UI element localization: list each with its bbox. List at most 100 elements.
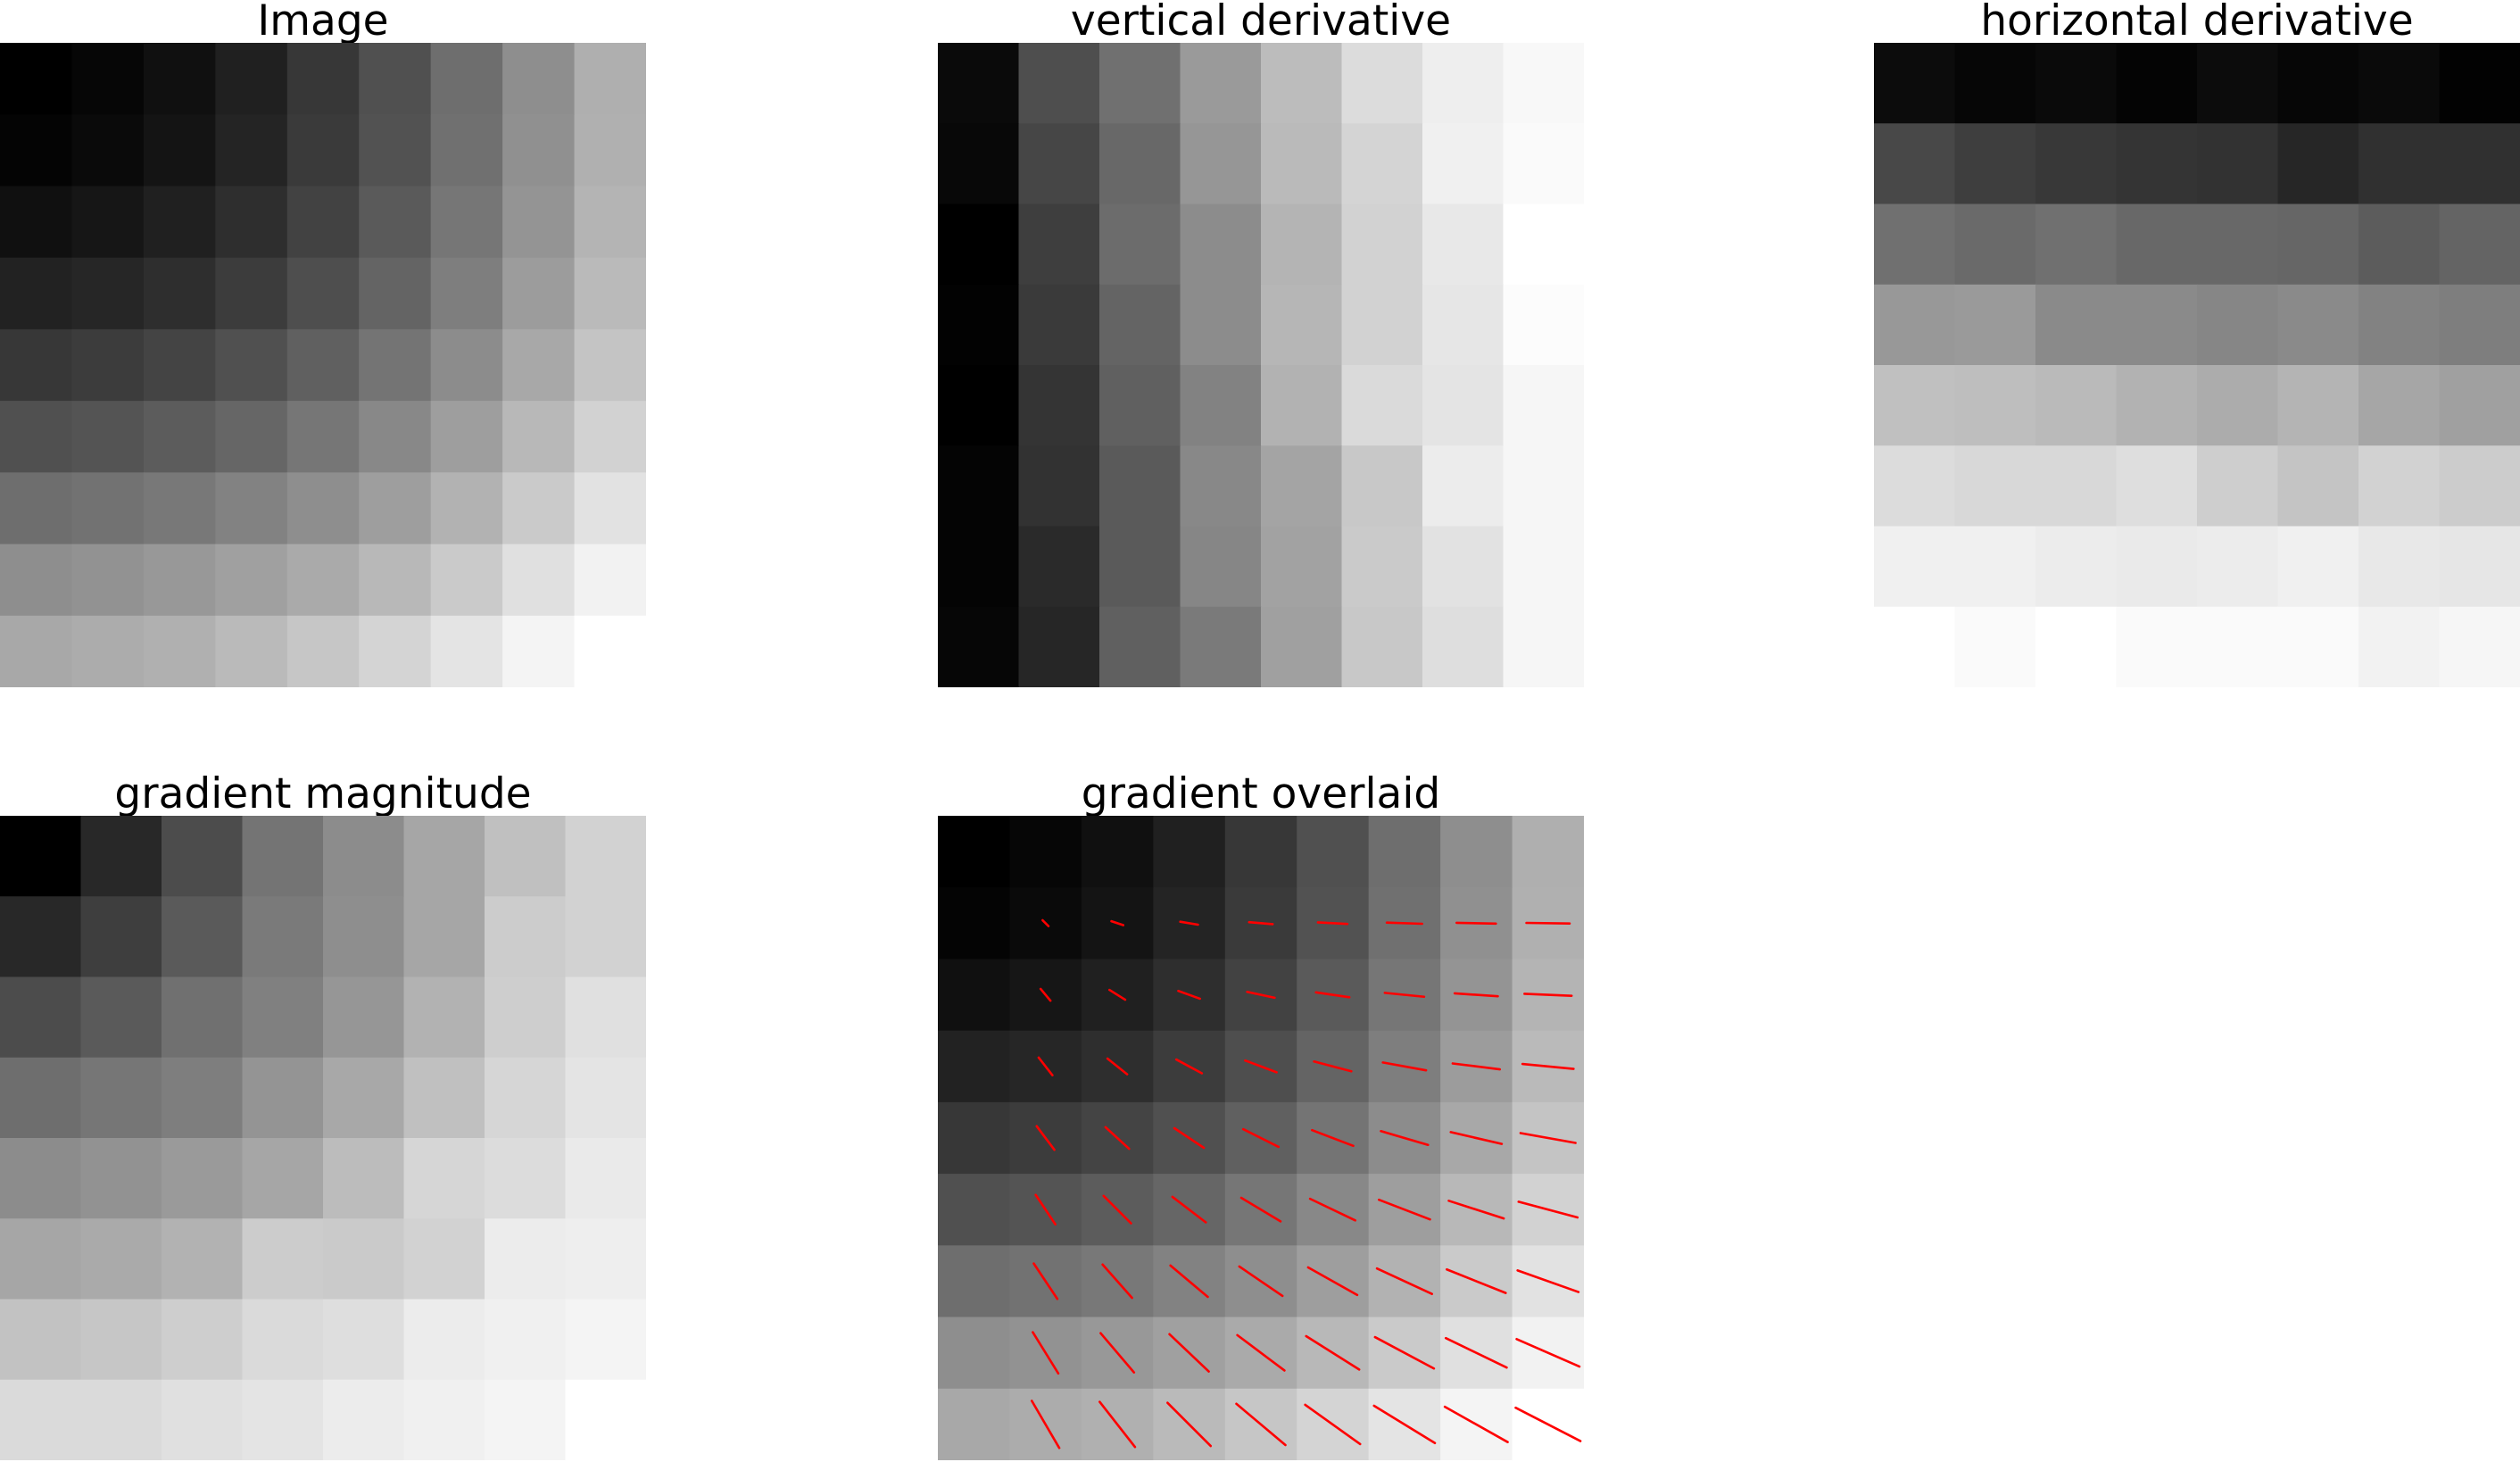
heatmap-cell — [1018, 123, 1100, 205]
gradient-vector — [1443, 1405, 1509, 1443]
heatmap-cell — [403, 816, 485, 897]
heatmap-cell — [1018, 445, 1100, 527]
heatmap-cell — [242, 896, 324, 978]
heatmap-cell — [286, 401, 360, 473]
gradient-vector — [1108, 988, 1127, 1001]
gradient-vector — [1032, 1262, 1059, 1300]
heatmap-cell — [2116, 284, 2198, 366]
gradient-vector — [1313, 1059, 1353, 1073]
heatmap-cell — [323, 1218, 405, 1300]
gradient-vector — [1041, 918, 1050, 927]
heatmap-cell — [565, 1218, 646, 1300]
gradient-vector — [1304, 1403, 1362, 1446]
heatmap-cell — [1224, 816, 1297, 888]
heatmap-cell — [430, 257, 503, 330]
heatmap-cell — [574, 544, 646, 617]
heatmap-cell — [485, 1299, 567, 1381]
heatmap-cell — [1954, 43, 2036, 124]
heatmap-cell — [1422, 445, 1505, 527]
heatmap-cell — [1954, 445, 2036, 527]
heatmap-cell — [1009, 816, 1082, 888]
heatmap-cell — [359, 186, 432, 259]
heatmap-cell — [1297, 816, 1370, 888]
heatmap-cell — [430, 43, 503, 115]
heatmap-cell — [1341, 284, 1423, 366]
heatmap-cell — [0, 544, 73, 617]
heatmap-cell — [502, 328, 576, 402]
gradient-vector — [1248, 920, 1274, 926]
heatmap-cell — [80, 1218, 162, 1300]
heatmap-cell — [2277, 43, 2359, 124]
heatmap-cell — [1261, 204, 1343, 286]
heatmap-cell — [1180, 43, 1262, 124]
heatmap-cell — [323, 816, 405, 897]
heatmap-cell — [938, 284, 1020, 366]
heatmap-cell — [1261, 123, 1343, 205]
heatmap-cell — [1018, 43, 1100, 124]
heatmap-cell — [502, 43, 576, 115]
heatmap-cell — [574, 472, 646, 545]
gradient-vector — [1241, 1127, 1281, 1149]
gradient-vector — [1381, 1061, 1428, 1072]
gradient-vector — [1030, 1400, 1061, 1450]
panel-title-gradient-overlaid: gradient overlaid — [1081, 769, 1441, 818]
heatmap-cell — [430, 544, 503, 617]
heatmap-cell — [80, 896, 162, 978]
heatmap-cell — [502, 257, 576, 330]
gradient-vector — [1375, 1267, 1433, 1296]
heatmap-cell — [71, 257, 145, 330]
heatmap-cell — [1261, 606, 1343, 687]
gradient-vector — [1102, 1194, 1132, 1225]
heatmap-cell — [215, 186, 288, 259]
heatmap-cell — [1874, 445, 1956, 527]
heatmap-cell — [2358, 284, 2441, 366]
gradient-vector — [1235, 1402, 1287, 1447]
heatmap-cell — [1099, 606, 1181, 687]
heatmap-cell — [1180, 445, 1262, 527]
heatmap-cell — [1503, 43, 1584, 124]
heatmap-cell — [565, 896, 646, 978]
heatmap-cell — [574, 328, 646, 402]
heatmap-cell — [143, 328, 216, 402]
heatmap-cell — [430, 472, 503, 545]
panel-title-vertical-derivative: vertical derivative — [1070, 0, 1452, 46]
heatmap-cell — [143, 615, 216, 687]
heatmap-cell — [0, 186, 73, 259]
heatmap-cell — [1874, 123, 1956, 205]
heatmap-cell — [430, 114, 503, 187]
heatmap-cell — [938, 1245, 1011, 1318]
gradient-vector — [1305, 1334, 1361, 1371]
heatmap-cell — [938, 1101, 1011, 1175]
heatmap-cell — [430, 328, 503, 402]
heatmap-cell — [2358, 204, 2441, 286]
heatmap-cell — [2116, 43, 2198, 124]
heatmap-cell — [1018, 606, 1100, 687]
heatmap-cell — [502, 544, 576, 617]
heatmap-cell — [1341, 365, 1423, 446]
heatmap-cell — [938, 204, 1020, 286]
gradient-vector — [1246, 990, 1276, 1000]
heatmap-cell — [2439, 43, 2520, 124]
heatmap-cell — [1081, 816, 1154, 888]
heatmap-cell — [1018, 284, 1100, 366]
heatmap-cell — [1099, 365, 1181, 446]
heatmap-cell — [1261, 284, 1343, 366]
heatmap-cell — [1153, 816, 1226, 888]
heatmap-cell — [1874, 526, 1956, 608]
heatmap-cell — [1422, 606, 1505, 687]
gradient-vector — [1377, 1198, 1431, 1221]
heatmap-cell — [938, 445, 1020, 527]
heatmap-cell — [485, 1138, 567, 1219]
heatmap-cell — [938, 816, 1011, 888]
heatmap-cell — [485, 1218, 567, 1300]
heatmap-cell — [1099, 526, 1181, 608]
heatmap-cell — [1954, 284, 2036, 366]
heatmap-cell — [1874, 43, 1956, 124]
heatmap-cell — [485, 976, 567, 1059]
heatmap-cell — [2277, 204, 2359, 286]
heatmap-cell — [0, 1138, 82, 1219]
heatmap-cell — [286, 186, 360, 259]
heatmap-cell — [286, 257, 360, 330]
heatmap-cell — [485, 1057, 567, 1139]
gradient-vector — [1316, 921, 1349, 926]
